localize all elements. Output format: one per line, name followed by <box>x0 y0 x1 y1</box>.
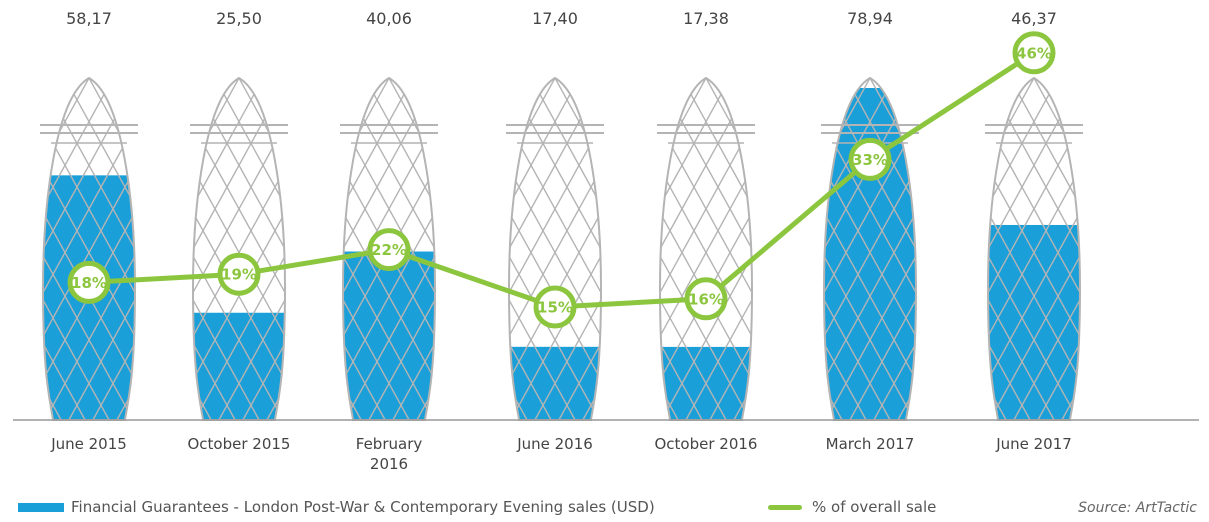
legend-line-item: % of overall sale <box>768 497 936 517</box>
marker-circle <box>1012 31 1056 75</box>
bar-value-label: 78,94 <box>847 9 893 28</box>
category-label: June 2016 <box>516 435 593 453</box>
legend-line-swatch <box>768 504 802 510</box>
bar-value-label: 17,38 <box>683 9 729 28</box>
legend-line-label: % of overall sale <box>812 498 937 516</box>
legend-bar-swatch <box>18 502 64 512</box>
category-label: February 2016 <box>356 435 423 473</box>
percent-label: 46% <box>1016 44 1052 62</box>
bar-value-label: 17,40 <box>532 9 578 28</box>
percent-marker-3: 22% <box>367 228 411 272</box>
legend-bar-label: Financial Guarantees - London Post-War &… <box>71 498 655 516</box>
category-label: June 2015 <box>50 435 127 453</box>
bar-fill <box>193 312 285 420</box>
vase-bar-4 <box>506 76 604 421</box>
lattice-mesh <box>343 78 435 420</box>
marker-circle <box>367 228 411 272</box>
category-label: October 2015 <box>188 435 291 453</box>
bar-value-label: 40,06 <box>366 9 412 28</box>
category-label: October 2016 <box>655 435 758 453</box>
category-label: March 2017 <box>826 435 915 453</box>
bar-value-label: 46,37 <box>1011 9 1057 28</box>
percent-label: 16% <box>688 290 724 308</box>
vase-bar-2 <box>190 76 288 421</box>
percent-label: 18% <box>71 274 107 292</box>
vase-bar-5 <box>657 76 755 421</box>
legend-bar-item: Financial Guarantees - London Post-War &… <box>18 497 655 517</box>
percent-marker-4: 15% <box>533 285 577 329</box>
chart-svg: 58,17 June 2015 25,50 October 2015 40,06 Febr… <box>13 9 1199 473</box>
lattice-mesh <box>824 78 916 420</box>
bar-value-label: 25,50 <box>216 9 262 28</box>
category-label: June 2017 <box>995 435 1072 453</box>
percent-label: 15% <box>537 299 573 317</box>
percent-marker-7: 46% <box>1012 31 1056 75</box>
marker-circle <box>217 252 261 296</box>
percent-label: 33% <box>852 151 888 169</box>
marker-circle <box>67 260 111 304</box>
lattice-mesh <box>193 78 285 420</box>
bar-fill <box>343 251 435 420</box>
percent-marker-2: 19% <box>217 252 261 296</box>
percent-marker-6: 33% <box>848 137 892 181</box>
percent-label: 22% <box>371 241 407 259</box>
vase-bar-7 <box>985 76 1083 421</box>
bar-fill <box>988 224 1080 420</box>
percent-marker-5: 16% <box>684 277 728 321</box>
source-note: Source: ArtTactic <box>1078 500 1197 516</box>
marker-circle <box>533 285 577 329</box>
percent-label: 19% <box>221 266 257 284</box>
vase-bar-3 <box>340 76 438 421</box>
bar-value-label: 58,17 <box>66 9 112 28</box>
percent-marker-1: 18% <box>67 260 111 304</box>
marker-circle <box>684 277 728 321</box>
marker-circle <box>848 137 892 181</box>
